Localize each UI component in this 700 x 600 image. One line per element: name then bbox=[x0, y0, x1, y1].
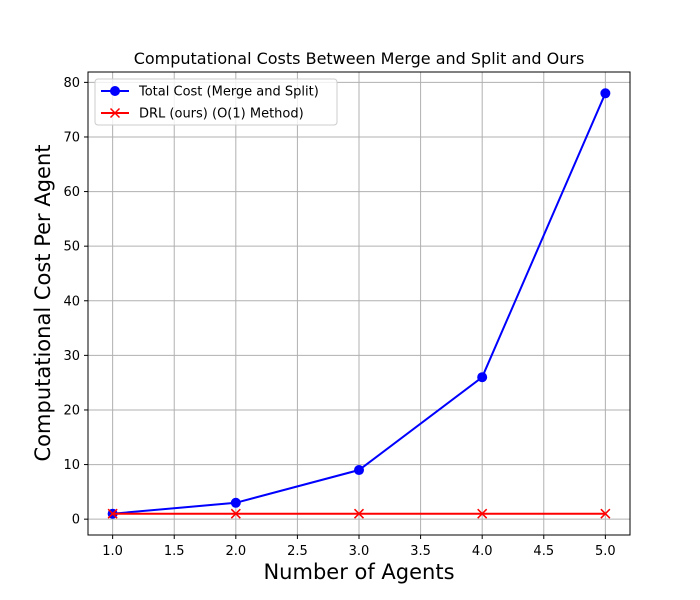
data-point bbox=[600, 88, 611, 99]
y-tick-label: 30 bbox=[63, 349, 80, 364]
legend-label: Total Cost (Merge and Split) bbox=[138, 85, 319, 100]
x-tick-label: 2.5 bbox=[287, 544, 308, 559]
legend-item: Total Cost (Merge and Split) bbox=[101, 85, 319, 100]
x-axis-ticks: 1.0 1.5 2.0 2.5 3.0 3.5 4.0 4.5 5.0 bbox=[102, 535, 616, 559]
data-point bbox=[477, 508, 488, 519]
x-tick-label: 4.0 bbox=[472, 544, 493, 559]
data-point bbox=[354, 465, 364, 476]
x-tick-label: 3.5 bbox=[410, 544, 431, 559]
x-tick-label: 3.0 bbox=[349, 544, 370, 559]
y-axis-label: Computational Cost Per Agent bbox=[31, 145, 55, 462]
x-marker-stroke bbox=[109, 107, 121, 119]
x-tick-label: 1.5 bbox=[164, 544, 185, 559]
x-marker-stroke bbox=[600, 508, 611, 519]
x-marker-stroke bbox=[477, 508, 488, 519]
x-marker-stroke bbox=[230, 508, 241, 519]
x-tick-label: 1.0 bbox=[102, 544, 123, 559]
series-2 bbox=[107, 508, 611, 519]
legend-label: DRL (ours) (O(1) Method) bbox=[139, 107, 304, 122]
x-tick-label: 5.0 bbox=[595, 544, 616, 559]
legend-item: DRL (ours) (O(1) Method) bbox=[101, 107, 304, 122]
data-point bbox=[353, 508, 365, 519]
data-point bbox=[230, 497, 241, 508]
x-axis-label: Number of Agents bbox=[263, 560, 454, 584]
y-tick-label: 50 bbox=[63, 240, 80, 255]
y-axis-ticks: 0 10 20 30 40 50 60 70 80 bbox=[63, 76, 88, 528]
legend: Total Cost (Merge and Split) DRL (ours) (… bbox=[94, 78, 338, 126]
series-layer bbox=[107, 88, 611, 519]
chart-title: Computational Costs Between Merge and Sp… bbox=[134, 49, 585, 68]
y-tick-label: 40 bbox=[63, 294, 80, 309]
legend-box bbox=[94, 78, 338, 126]
data-point bbox=[230, 508, 241, 519]
grid-lines bbox=[88, 72, 630, 535]
y-tick-label: 80 bbox=[63, 76, 80, 91]
data-point bbox=[600, 508, 611, 519]
data-point bbox=[477, 372, 488, 383]
x-marker-stroke bbox=[353, 508, 365, 519]
x-tick-label: 2.0 bbox=[225, 544, 246, 559]
legend-marker bbox=[109, 107, 121, 119]
y-tick-label: 60 bbox=[63, 185, 80, 200]
x-marker-stroke bbox=[107, 508, 118, 519]
y-tick-label: 70 bbox=[63, 130, 80, 145]
y-tick-label: 20 bbox=[63, 403, 80, 418]
data-point bbox=[107, 508, 118, 519]
y-tick-label: 0 bbox=[72, 513, 80, 528]
legend-marker bbox=[110, 86, 120, 96]
y-tick-label: 10 bbox=[63, 458, 80, 473]
x-tick-label: 4.5 bbox=[533, 544, 554, 559]
